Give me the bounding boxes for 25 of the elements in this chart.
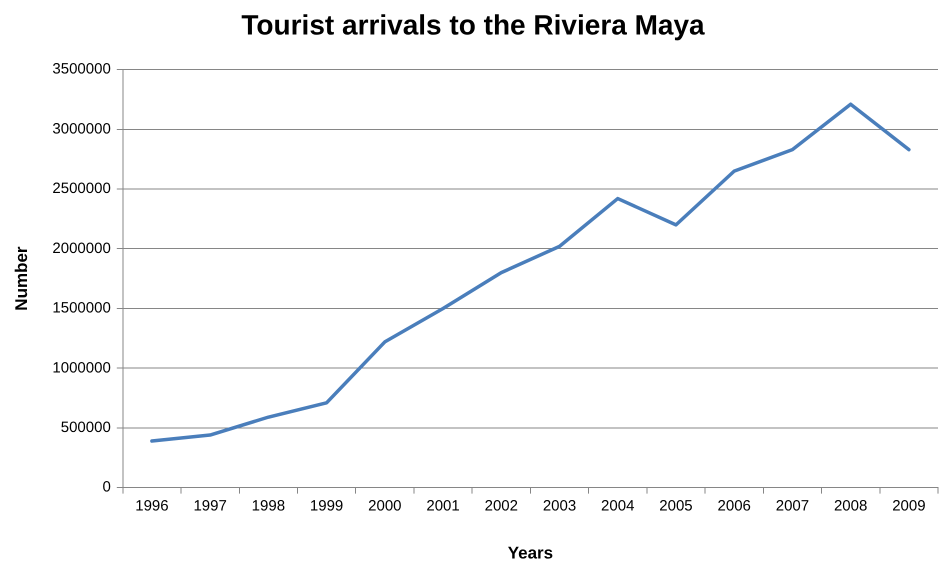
x-tick-label: 2009 <box>892 498 926 515</box>
x-tick-label: 2007 <box>776 498 810 515</box>
y-tick-label: 2000000 <box>52 240 111 257</box>
y-tick-label: 2500000 <box>52 180 111 198</box>
x-tick-label: 1999 <box>310 498 344 515</box>
y-tick-label: 0 <box>102 478 111 496</box>
x-tick-label: 2000 <box>368 498 402 515</box>
y-tick-label: 1000000 <box>52 359 111 376</box>
x-tick-label: 2008 <box>834 498 868 515</box>
x-tick-label: 1997 <box>193 498 227 515</box>
y-tick-label: 500000 <box>60 419 111 436</box>
x-axis-title: Years <box>508 543 554 562</box>
y-tick-label: 1500000 <box>52 300 111 317</box>
x-tick-label: 2003 <box>542 498 576 515</box>
x-tick-label: 1998 <box>252 498 286 515</box>
x-tick-label: 2002 <box>484 498 518 515</box>
x-tick-label: 1996 <box>135 498 169 515</box>
y-axis-title: Number <box>12 246 31 311</box>
x-tick-label: 2004 <box>601 498 634 515</box>
y-tick-label: 3000000 <box>52 120 111 138</box>
chart-title: Tourist arrivals to the Riviera Maya <box>241 10 706 41</box>
y-tick-label: 3500000 <box>52 60 111 78</box>
x-tick-label: 2001 <box>426 498 460 515</box>
x-tick-label: 2006 <box>718 498 751 515</box>
x-tick-label: 2005 <box>659 498 693 515</box>
